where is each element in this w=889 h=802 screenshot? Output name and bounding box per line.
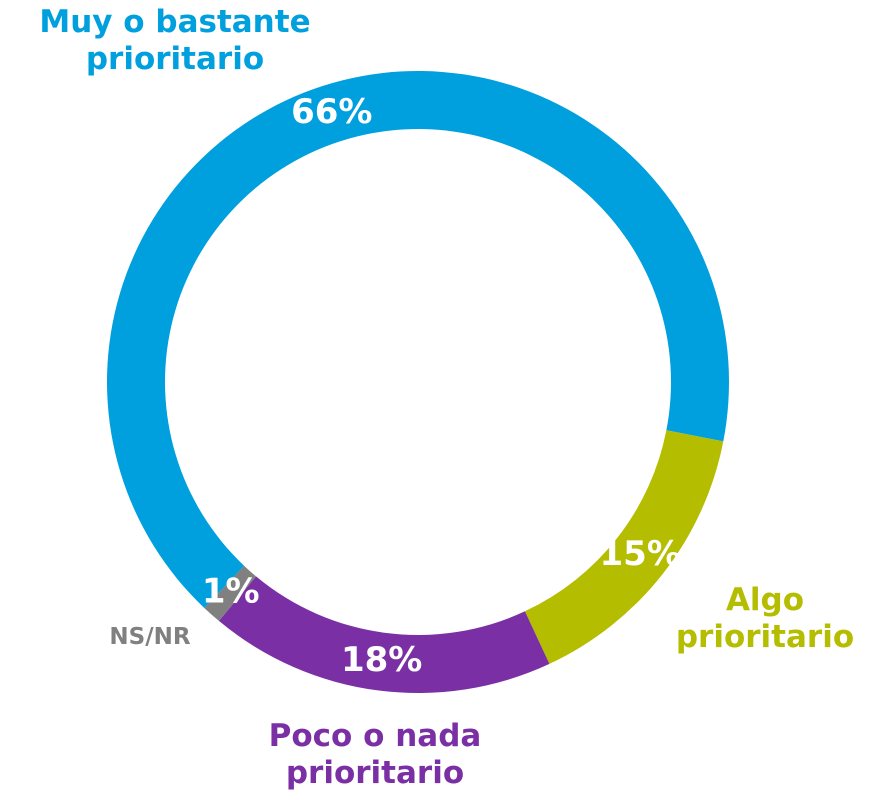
category-label: Muy o bastante prioritario xyxy=(39,4,311,78)
value-label: 66% xyxy=(291,92,372,132)
donut-slice xyxy=(218,576,550,693)
donut-slice xyxy=(524,430,724,664)
category-label: NS/NR xyxy=(109,624,191,650)
value-label: 1% xyxy=(202,571,260,611)
value-label: 15% xyxy=(600,534,681,574)
category-label: Algo prioritario xyxy=(675,582,855,656)
category-label: Poco o nada prioritario xyxy=(268,718,482,792)
donut-slice xyxy=(204,565,257,621)
value-label: 18% xyxy=(341,640,422,680)
donut-slice xyxy=(106,70,730,608)
